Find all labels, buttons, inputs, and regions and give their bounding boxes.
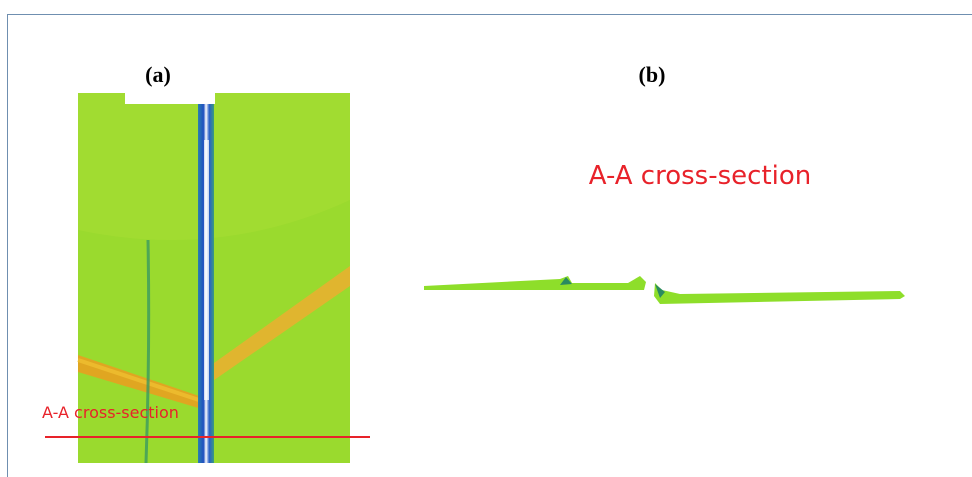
annotation: A-A cross-section bbox=[589, 161, 812, 191]
profile-left bbox=[424, 276, 646, 290]
profile-right bbox=[654, 283, 905, 304]
figure: (a) A-A cross-section (b) A-A cross-sect… bbox=[0, 0, 972, 477]
panel-label: (b) bbox=[639, 62, 666, 87]
cross-section-profile bbox=[424, 276, 905, 304]
crack-gap bbox=[204, 140, 209, 400]
annotation: A-A cross-section bbox=[42, 403, 179, 422]
panel-label: (a) bbox=[145, 62, 171, 87]
